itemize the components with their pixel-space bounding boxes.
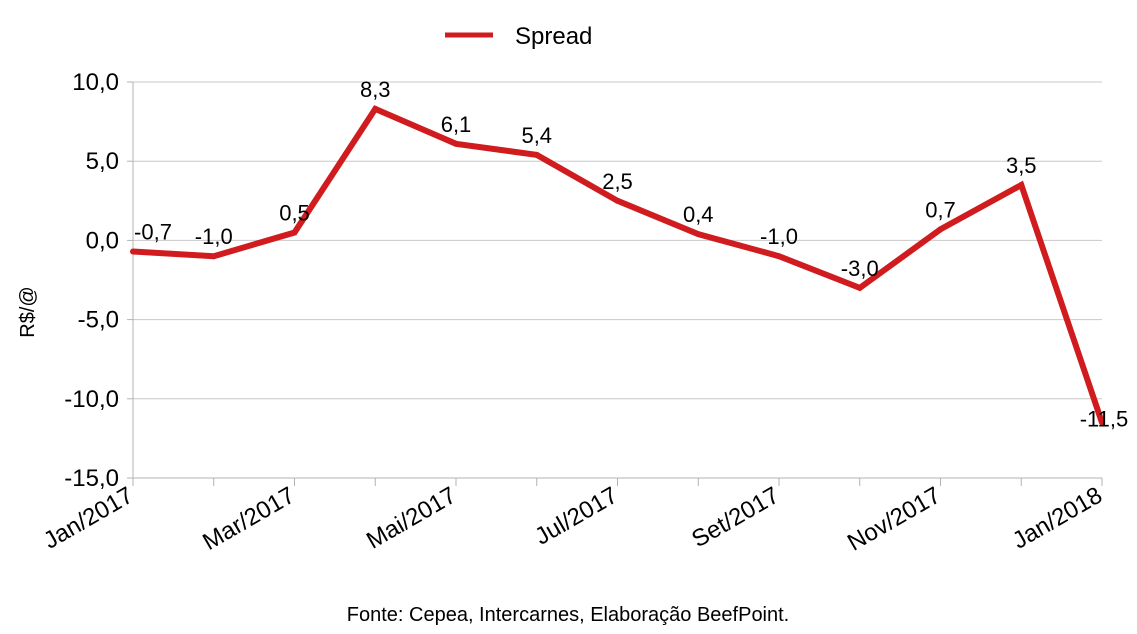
data-point (372, 105, 379, 112)
data-label: 0,4 (683, 202, 714, 227)
data-label: 0,5 (279, 200, 310, 225)
series-spread (130, 105, 1105, 426)
gridlines (133, 81, 1102, 479)
x-axis-tick-labels: Jan/2017 Mar/2017 Mai/2017 Jul/2017 Set/2017… (39, 482, 1107, 557)
legend-label-spread: Spread (515, 23, 592, 50)
data-label: -3,0 (841, 256, 879, 281)
y-tick-label: -15,0 (64, 465, 119, 492)
data-label: -11,5 (1080, 407, 1129, 432)
y-tick-label: 5,0 (86, 148, 119, 175)
data-point (1018, 181, 1025, 188)
x-tick-label: Mai/2017 (362, 482, 461, 555)
source-note: Fonte: Cepea, Intercarnes, Elaboração Be… (347, 604, 790, 626)
y-tick-label: -10,0 (64, 386, 119, 413)
data-label: -1,0 (760, 224, 798, 249)
data-point (1099, 419, 1105, 426)
data-point (776, 253, 782, 260)
data-labels: -0,7 -1,0 0,5 8,3 6,1 5,4 2,5 0,4 -1,0 -3,0 0,7 3,5… (134, 77, 1128, 432)
x-tick-label: Jul/2017 (530, 482, 622, 551)
data-point (533, 151, 540, 158)
data-label: -1,0 (195, 224, 233, 249)
y-tick-label: 10,0 (72, 69, 119, 96)
data-point (614, 197, 621, 204)
x-tick-label: Jan/2017 (39, 482, 138, 555)
series-line-spread (132, 105, 1105, 424)
y-tick-label: 0,0 (86, 227, 119, 254)
data-point (210, 253, 217, 260)
data-label: 6,1 (441, 112, 472, 137)
data-label: -0,7 (134, 219, 172, 244)
data-point (130, 248, 136, 255)
y-tick-label: -5,0 (78, 307, 119, 334)
data-label: 5,4 (521, 123, 552, 148)
x-tick-label: Set/2017 (687, 482, 784, 553)
data-label: 3,5 (1006, 153, 1037, 178)
x-tick-label: Mar/2017 (198, 482, 299, 556)
data-label: 2,5 (602, 169, 633, 194)
y-axis-title: R$/@ (17, 286, 39, 337)
y-axis-tick-labels: 10,0 5,0 0,0 -5,0 -10,0 -15,0 (64, 69, 119, 492)
axes (127, 81, 1103, 486)
data-point (291, 229, 298, 236)
data-label: 8,3 (360, 77, 391, 102)
data-label: 0,7 (925, 197, 956, 222)
data-point (937, 226, 944, 233)
legend: Spread (445, 23, 592, 50)
data-point (453, 140, 459, 147)
x-tick-label: Nov/2017 (843, 482, 945, 557)
data-point (695, 231, 702, 238)
x-tick-label: Jan/2018 (1008, 482, 1107, 555)
data-point (856, 284, 863, 291)
